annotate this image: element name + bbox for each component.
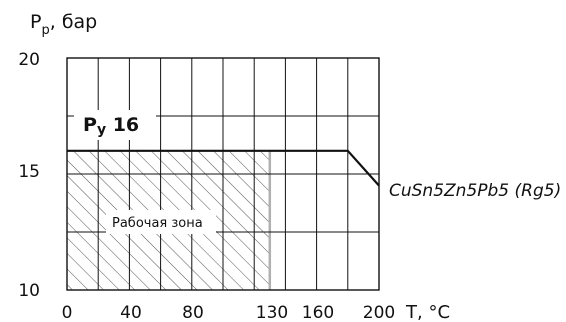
series-layer	[67, 149, 380, 187]
x-tick-label: 0	[62, 303, 73, 322]
series-line	[67, 149, 380, 187]
plot-frame	[66, 57, 380, 291]
y-axis-label: Pр, бар	[30, 11, 97, 38]
x-tick-label: 160	[302, 303, 334, 322]
x-axis-label: T, °C	[405, 302, 450, 322]
y-tick-label: 15	[18, 162, 40, 182]
series-label: CuSn5Zn5Pb5 (Rg5)	[389, 181, 561, 201]
pressure-class-label: Py 16	[83, 114, 139, 138]
working-zone-label: Рабочая зона	[112, 216, 203, 231]
x-tick-label: 130	[256, 303, 288, 322]
pressure-class-label-bg	[74, 110, 156, 140]
x-tick-label: 200	[363, 303, 395, 322]
chart-grid	[66, 57, 380, 291]
x-tick-label: 40	[120, 303, 142, 322]
x-tick-label: 80	[182, 303, 204, 322]
y-tick-label: 20	[18, 50, 40, 70]
y-tick-label: 10	[18, 281, 40, 301]
zone-label-bg	[106, 210, 216, 234]
